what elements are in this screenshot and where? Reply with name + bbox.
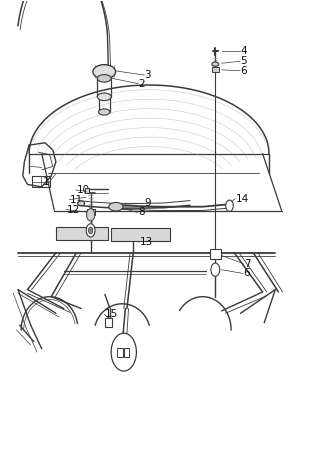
Ellipse shape	[97, 93, 111, 101]
FancyBboxPatch shape	[85, 188, 89, 193]
Text: 11: 11	[70, 195, 83, 205]
FancyBboxPatch shape	[211, 67, 219, 72]
Circle shape	[86, 224, 95, 237]
Text: 4: 4	[241, 47, 247, 57]
Ellipse shape	[78, 201, 85, 206]
Ellipse shape	[97, 75, 111, 82]
Text: 5: 5	[241, 57, 247, 66]
Circle shape	[211, 263, 220, 276]
Text: 10: 10	[76, 185, 90, 195]
Text: 3: 3	[144, 70, 151, 80]
Circle shape	[88, 227, 93, 234]
Text: 7: 7	[244, 258, 250, 268]
Text: 2: 2	[138, 78, 145, 88]
Ellipse shape	[212, 62, 219, 66]
Text: 6: 6	[241, 66, 247, 76]
Text: 9: 9	[144, 199, 151, 209]
Text: 14: 14	[236, 194, 249, 204]
Text: 15: 15	[105, 309, 118, 319]
Ellipse shape	[93, 65, 116, 79]
Text: 1: 1	[43, 177, 50, 187]
Circle shape	[87, 209, 95, 221]
Text: 6: 6	[244, 268, 250, 278]
Text: 12: 12	[67, 205, 80, 215]
Circle shape	[111, 333, 136, 371]
Text: 8: 8	[138, 208, 145, 218]
FancyBboxPatch shape	[210, 249, 221, 259]
FancyBboxPatch shape	[56, 227, 108, 240]
Ellipse shape	[109, 202, 123, 211]
Ellipse shape	[99, 109, 110, 115]
FancyBboxPatch shape	[124, 348, 129, 357]
Text: 13: 13	[139, 237, 153, 247]
Circle shape	[226, 200, 233, 211]
FancyBboxPatch shape	[111, 228, 170, 241]
FancyBboxPatch shape	[117, 348, 122, 357]
FancyBboxPatch shape	[87, 209, 95, 215]
FancyBboxPatch shape	[106, 318, 113, 327]
